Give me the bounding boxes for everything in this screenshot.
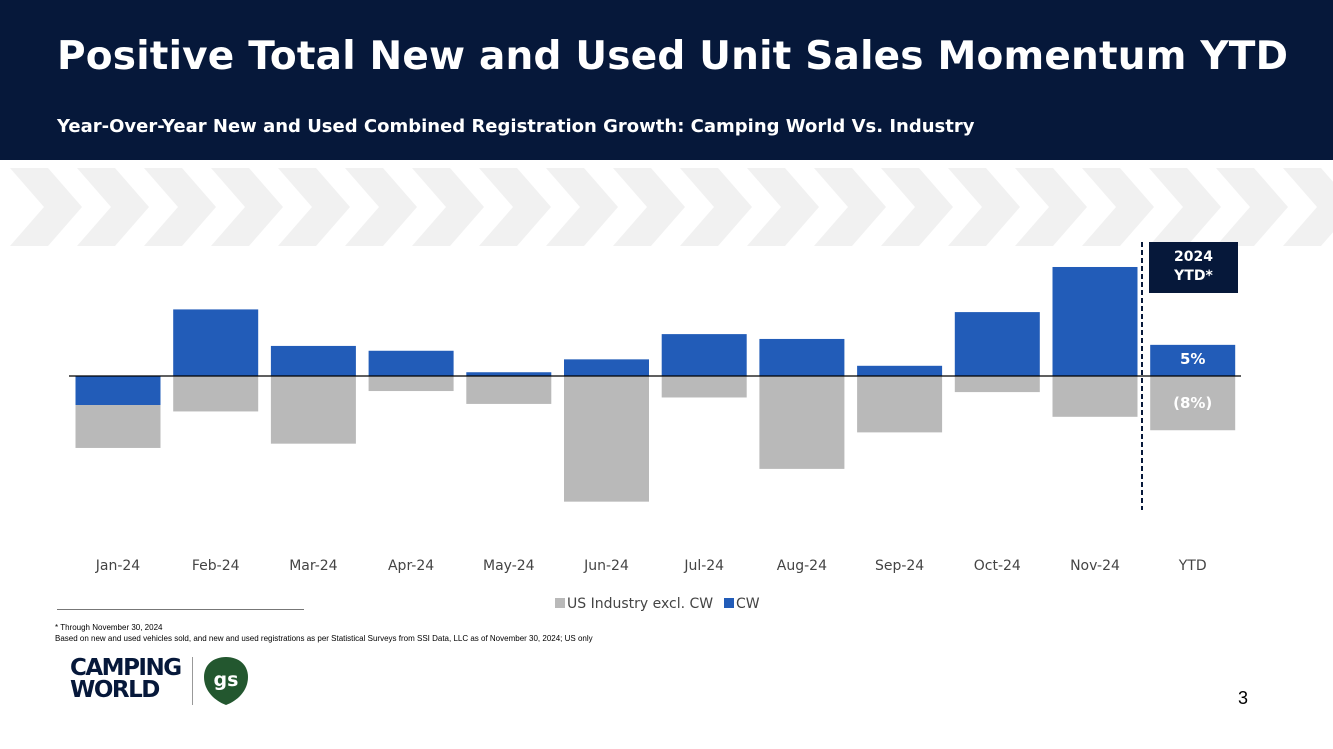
chevron-shape [1149, 168, 1221, 246]
x-tick-label: Apr-24 [388, 558, 434, 574]
chart-subtitle: Year-Over-Year New and Used Combined Reg… [57, 116, 975, 137]
chevron-shape [1216, 168, 1288, 246]
x-tick-label: May-24 [483, 558, 535, 574]
ytd-year: 2024 [1174, 249, 1213, 265]
chevron-shape [814, 168, 886, 246]
industry-bar [173, 376, 259, 412]
footnote-through: * Through November 30, 2024 [55, 623, 163, 632]
x-tick-label: Oct-24 [974, 558, 1021, 574]
gs-badge-icon: gs [204, 657, 248, 705]
x-tick-label: Sep-24 [875, 558, 924, 574]
cw-bar [466, 372, 552, 376]
x-tick-label: Nov-24 [1070, 558, 1120, 574]
chevron-shape [1283, 168, 1333, 246]
chevron-shape [10, 168, 82, 246]
chevron-shape [412, 168, 484, 246]
chevron-shape [77, 168, 149, 246]
logo-line-camping: CAMPING [70, 655, 182, 681]
cw-bar [857, 365, 943, 376]
ytd-label-box: 2024 YTD* [1149, 242, 1238, 293]
industry-bar [466, 376, 552, 404]
logo-separator [192, 657, 193, 705]
industry-bar [1150, 376, 1236, 431]
chevron-shape [881, 168, 953, 246]
industry-bar [1052, 376, 1138, 417]
chevron-shape [948, 168, 1020, 246]
cw-bar [1150, 344, 1236, 376]
cw-bar [661, 334, 747, 376]
logo-wordmark: CAMPING WORLD [70, 655, 182, 703]
cw-bar [564, 359, 649, 376]
industry-bar [954, 376, 1040, 393]
industry-bar [759, 376, 845, 469]
cw-bar [759, 338, 845, 376]
ytd-suffix: YTD* [1174, 268, 1213, 284]
legend-swatch [724, 598, 734, 608]
legend-swatch [555, 598, 565, 608]
chevron-shape [613, 168, 685, 246]
gs-badge-text: gs [214, 669, 239, 691]
chevron-shape [1015, 168, 1087, 246]
industry-bar [564, 376, 649, 502]
industry-bar [270, 376, 356, 444]
industry-bar [661, 376, 747, 398]
chevron-shape [278, 168, 350, 246]
cw-bar [75, 376, 161, 405]
chevron-shape [1082, 168, 1154, 246]
x-tick-label: Feb-24 [192, 558, 240, 574]
page-number: 3 [1238, 688, 1249, 708]
x-tick-label: Jan-24 [95, 558, 141, 574]
footnote-divider [57, 609, 304, 610]
chevron-shape [479, 168, 551, 246]
footnote-source: Based on new and used vehicles sold, and… [55, 634, 593, 643]
chevron-shape [747, 168, 819, 246]
chevron-shape [345, 168, 417, 246]
cw-bar [173, 309, 259, 376]
cw-bar [270, 345, 356, 376]
industry-bar [368, 376, 454, 392]
bar-chart: Jan-24 Feb-24 Mar-24 Apr-24 May-24 Jun-24 Jul-… [69, 242, 1241, 612]
industry-bar [857, 376, 943, 433]
x-tick-label: Jul-24 [683, 558, 724, 574]
chevron-band [10, 168, 1333, 246]
logo-line-world: WORLD [70, 677, 160, 703]
legend-label: US Industry excl. CW [567, 596, 713, 612]
chevron-shape [211, 168, 283, 246]
cw-bar [954, 312, 1040, 376]
chevron-shape [144, 168, 216, 246]
header-banner: Positive Total New and Used Unit Sales M… [0, 0, 1333, 160]
x-tick-label: Jun-24 [583, 558, 629, 574]
legend-label: CW [736, 596, 760, 612]
x-tick-label: Aug-24 [777, 558, 827, 574]
chevron-shape [546, 168, 618, 246]
cw-bar [368, 350, 454, 376]
x-tick-label: YTD [1178, 558, 1207, 574]
x-tick-label: Mar-24 [289, 558, 337, 574]
page-title: Positive Total New and Used Unit Sales M… [57, 34, 1289, 79]
ytd-cw-data-label: 5% [1180, 350, 1205, 368]
cw-bar [1052, 266, 1138, 376]
company-logo: CAMPING WORLD gs [70, 655, 260, 711]
ytd-industry-data-label: (8%) [1173, 394, 1212, 412]
chevron-shape [680, 168, 752, 246]
